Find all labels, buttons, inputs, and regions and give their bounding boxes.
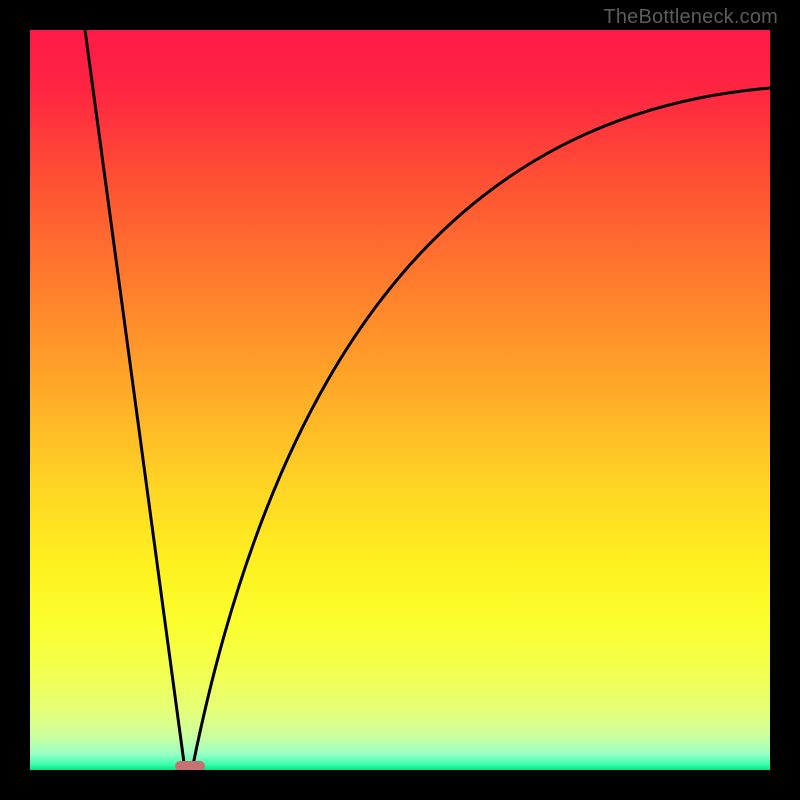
- bottleneck-curve: [30, 30, 770, 770]
- watermark-text: TheBottleneck.com: [603, 6, 778, 29]
- curve-left-leg: [85, 30, 185, 770]
- optimal-marker: [175, 761, 205, 770]
- curve-right-leg: [192, 88, 770, 770]
- plot-area: [30, 30, 770, 770]
